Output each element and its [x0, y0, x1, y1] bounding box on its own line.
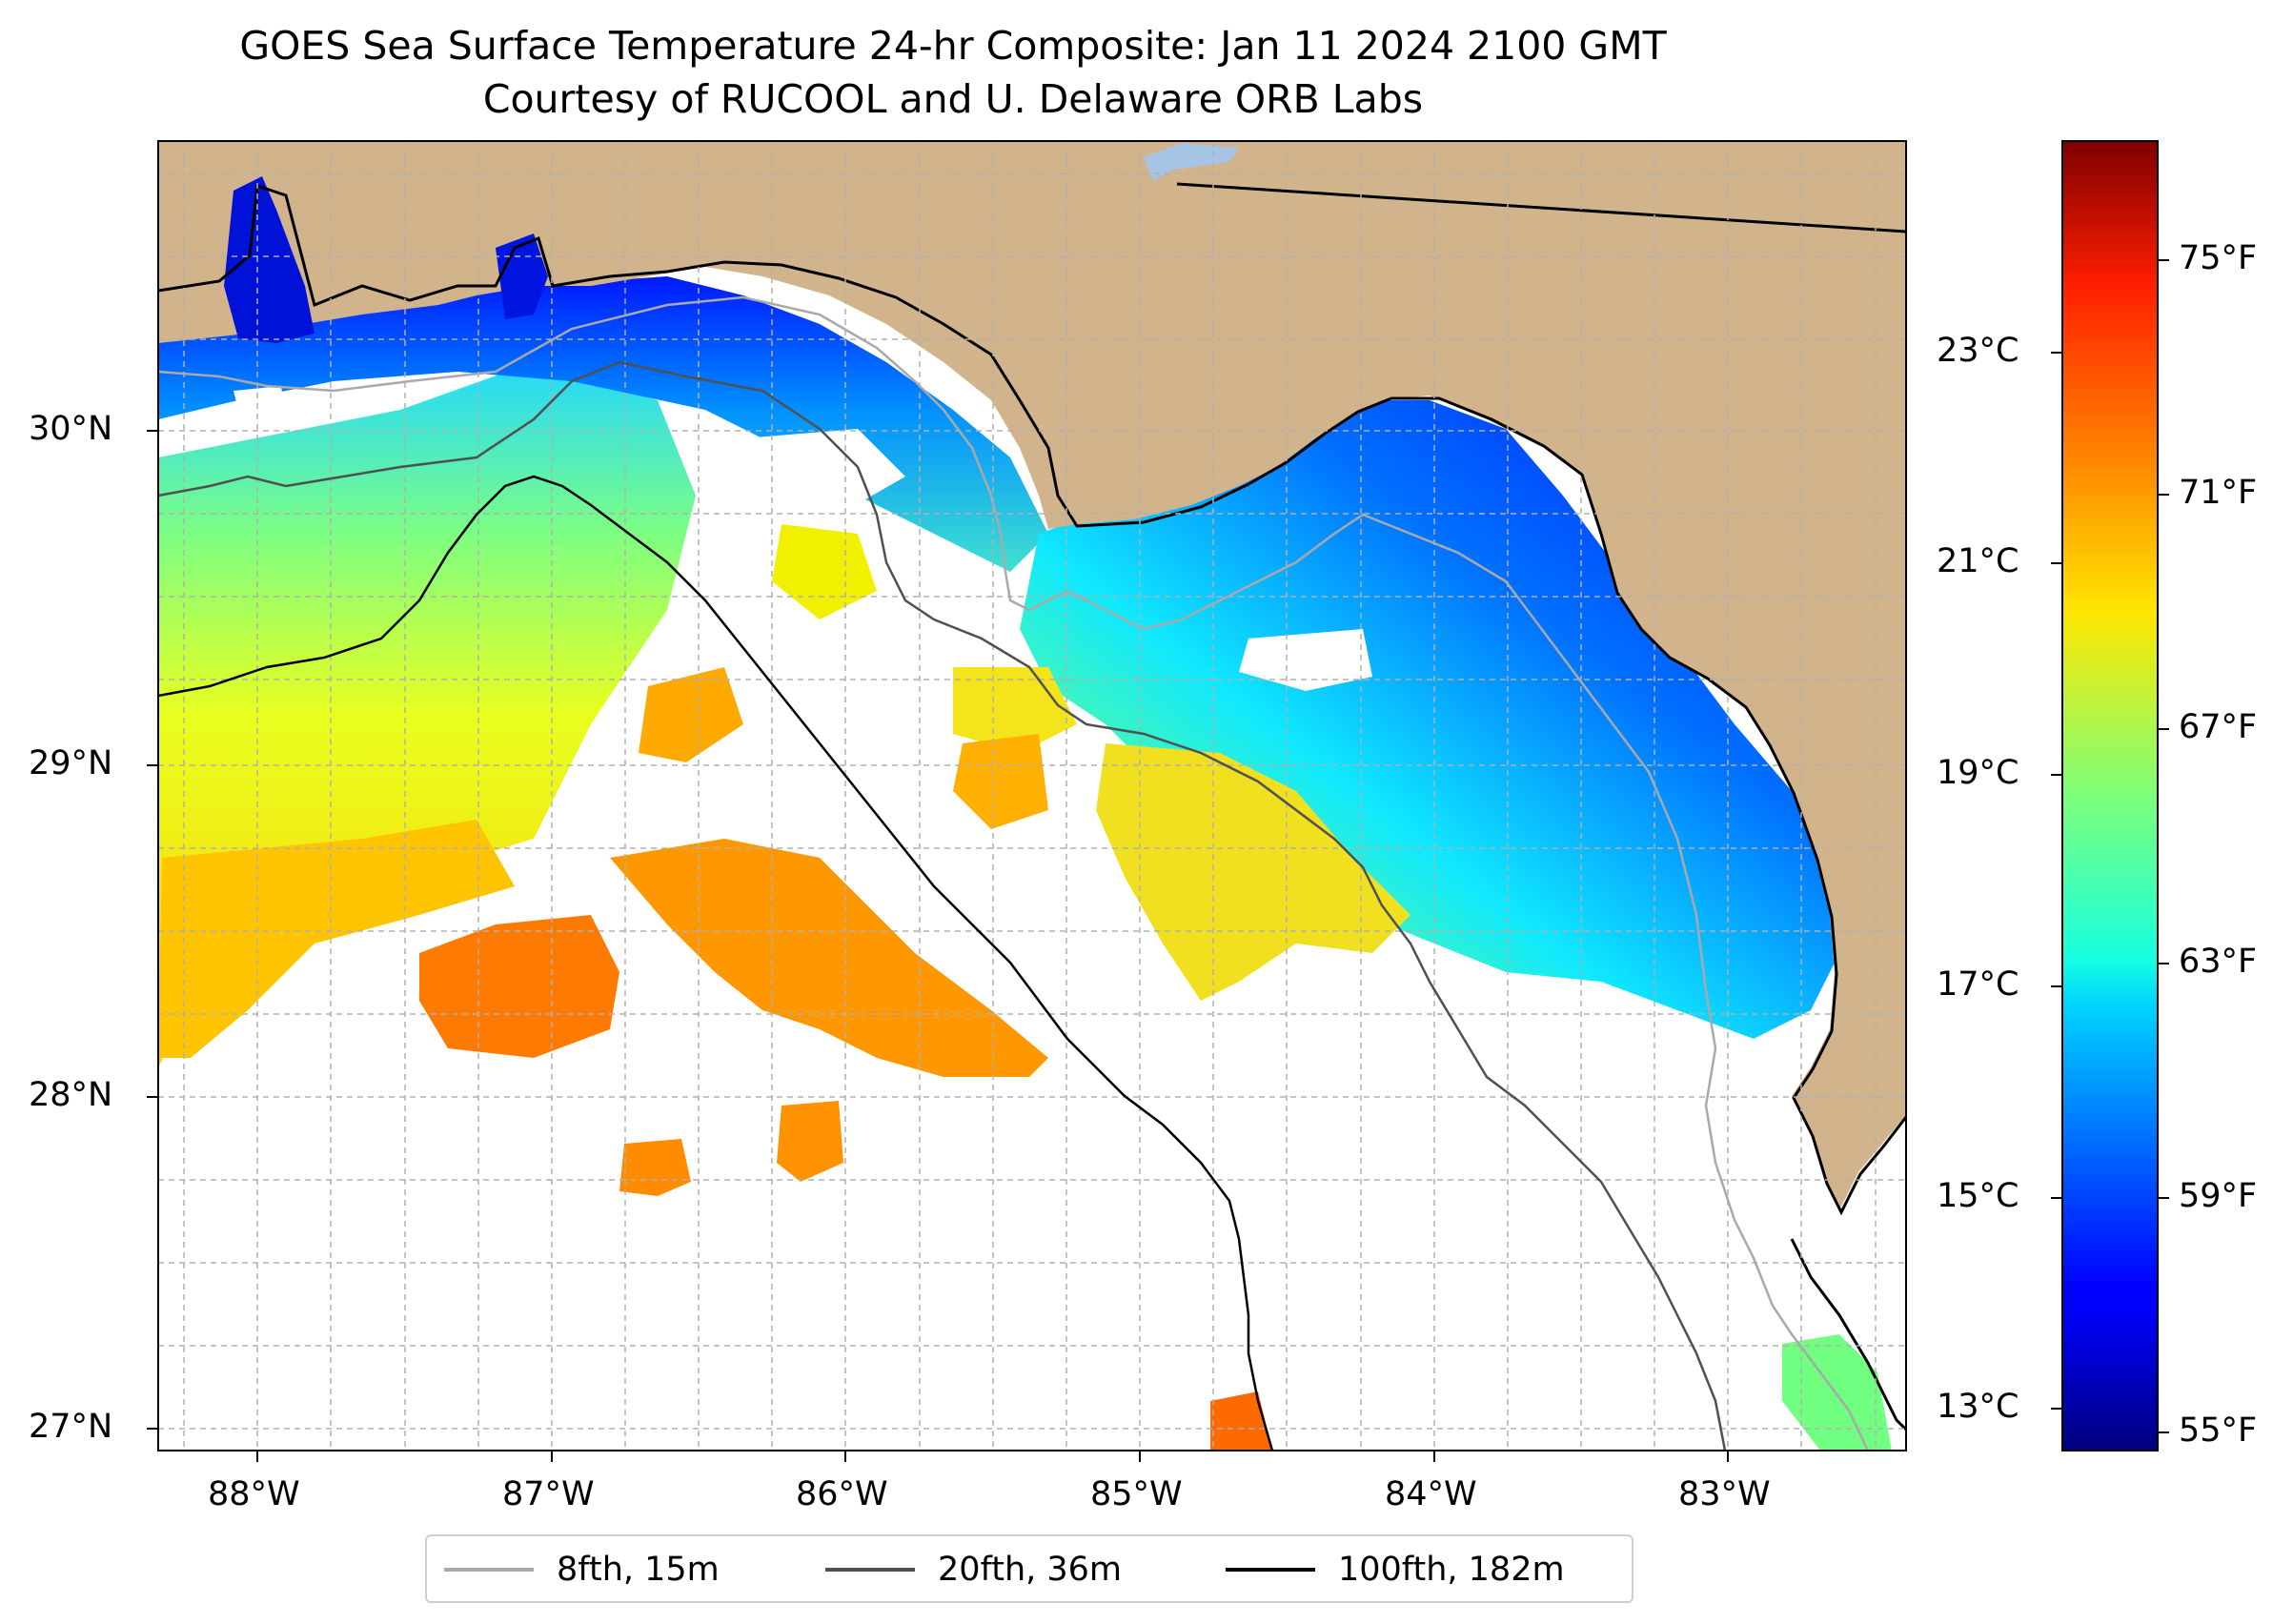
sst-patch-5	[777, 1101, 843, 1182]
isobath-100fth	[158, 475, 1274, 1451]
lon-label: 88°W	[208, 1475, 300, 1513]
sst-coastal-strip	[158, 276, 1048, 572]
graticule	[158, 141, 1906, 1451]
cloud-gap-2	[1239, 629, 1372, 691]
sst-big-bend-shelf	[1020, 400, 1839, 1039]
lon-label: 86°W	[796, 1475, 888, 1513]
lon-label: 87°W	[502, 1475, 595, 1513]
colorbar-fahrenheit-label: 63°F	[2179, 943, 2258, 981]
colorbar-fahrenheit-label: 67°F	[2179, 708, 2258, 746]
sst-patch-8	[1782, 1334, 1892, 1451]
sst-offshore-west-south	[158, 820, 515, 1058]
colorbar-fahrenheit-label: 75°F	[2179, 239, 2258, 277]
sst-patch-3	[639, 667, 743, 762]
cloud-gap-1	[233, 386, 286, 429]
colorbar-ticks	[2051, 259, 2169, 1433]
sst-big-bend-outer	[1096, 743, 1410, 1001]
bay-mobile	[224, 176, 315, 343]
legend-line-8fth	[444, 1568, 534, 1572]
coastline	[158, 183, 1906, 1216]
lat-label: 28°N	[29, 1076, 113, 1114]
lon-label: 85°W	[1090, 1475, 1183, 1513]
colorbar-celsius-label: 17°C	[1937, 965, 2019, 1004]
legend-label: 100fth, 182m	[1338, 1551, 1565, 1589]
legend-item-100fth: 100fth, 182m	[1226, 1536, 1565, 1603]
land-mass	[158, 141, 1906, 1210]
cloud-gap-3	[743, 429, 905, 515]
legend-line-100fth	[1226, 1568, 1315, 1572]
lat-label: 27°N	[29, 1408, 113, 1446]
colorbar-celsius-label: 23°C	[1937, 332, 2019, 370]
legend-label: 8fth, 15m	[557, 1551, 720, 1589]
colorbar-celsius-label: 21°C	[1937, 542, 2019, 580]
map-title: GOES Sea Surface Temperature 24-hr Compo…	[239, 23, 1667, 69]
sst-patch-4	[619, 1139, 691, 1196]
colorbar-celsius-label: 19°C	[1937, 754, 2019, 792]
isobath-legend: 8fth, 15m 20fth, 36m 100fth, 182m	[425, 1534, 1634, 1603]
axis-ticks	[147, 430, 1729, 1462]
state-border	[1176, 182, 1906, 233]
colorbar-fahrenheit-label: 55°F	[2179, 1411, 2258, 1450]
coastline-south	[1790, 1238, 1906, 1431]
lake	[1144, 143, 1239, 181]
sst-patch-2	[610, 839, 1048, 1077]
sst-patch-6	[953, 734, 1048, 829]
legend-label: 20fth, 36m	[938, 1551, 1123, 1589]
colorbar-fahrenheit-label: 71°F	[2179, 474, 2258, 512]
legend-item-20fth: 20fth, 36m	[825, 1536, 1122, 1603]
lat-label: 29°N	[29, 744, 113, 782]
isobath-8fth	[158, 295, 1870, 1451]
colorbar	[2061, 140, 2159, 1451]
colorbar-celsius-label: 15°C	[1937, 1177, 2019, 1215]
sst-patch-1	[419, 915, 619, 1058]
colorbar-celsius-label: 13°C	[1937, 1388, 2019, 1426]
lon-label: 84°W	[1385, 1475, 1477, 1513]
map-subtitle: Courtesy of RUCOOL and U. Delaware ORB L…	[482, 76, 1424, 122]
sst-central-patch	[772, 524, 877, 619]
legend-line-20fth	[825, 1568, 915, 1572]
map-data-layer	[158, 141, 1906, 1451]
map-frame	[157, 140, 1907, 1451]
lat-label: 30°N	[29, 410, 113, 448]
bay-pensacola	[496, 233, 548, 319]
sst-patch-7	[1210, 1391, 1272, 1451]
legend-item-8fth: 8fth, 15m	[444, 1536, 720, 1603]
colorbar-fahrenheit-label: 59°F	[2179, 1177, 2258, 1215]
isobath-20fth	[158, 360, 1727, 1451]
lon-label: 83°W	[1678, 1475, 1771, 1513]
